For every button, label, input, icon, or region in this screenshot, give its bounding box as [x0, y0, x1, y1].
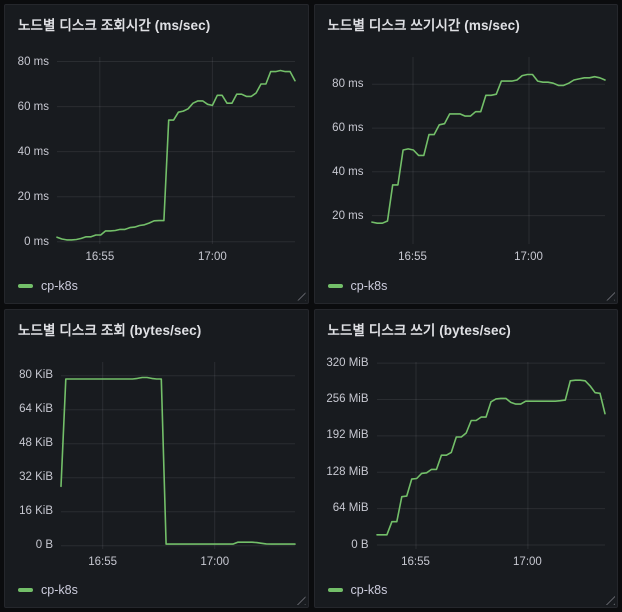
- legend-item-cp-k8s[interactable]: cp-k8s: [18, 583, 78, 597]
- y-axis-tick-label: 16 KiB: [19, 505, 53, 518]
- plot-canvas: [56, 57, 296, 244]
- series-line-cp-k8s[interactable]: [56, 69, 296, 241]
- legend: cp-k8s: [327, 278, 388, 293]
- y-axis-tick-label: 64 KiB: [19, 403, 53, 416]
- panel-title[interactable]: 노드별 디스크 쓰기 (bytes/sec): [327, 322, 511, 338]
- y-axis-tick-label: 192 MiB: [326, 429, 369, 442]
- panel-resize-handle-icon[interactable]: [295, 595, 306, 605]
- series-line-marker-icon: [327, 588, 343, 592]
- legend-label: cp-k8s: [350, 278, 388, 293]
- x-axis-tick-label: 17:00: [200, 555, 230, 568]
- series-line-marker-icon: [327, 283, 343, 288]
- y-axis-tick-label: 40 ms: [332, 165, 364, 178]
- y-axis-tick-label: 32 KiB: [19, 471, 53, 484]
- y-axis-tick-label: 60 ms: [17, 100, 49, 113]
- panel-disk-read-bytes: 노드별 디스크 조회 (bytes/sec) 80 KiB 64 KiB 48 Ki…: [4, 308, 309, 608]
- panel-disk-write-time: 노드별 디스크 쓰기시간 (ms/sec) 80 ms 60 ms 40 ms 20 …: [313, 4, 618, 304]
- y-axis-tick-label: 256 MiB: [326, 393, 369, 405]
- y-axis-tick-label: 20 ms: [17, 190, 49, 203]
- chart-area: 80 ms 60 ms 40 ms 20 ms 0 ms 16:55 17:00: [5, 5, 308, 303]
- panel-resize-handle-icon[interactable]: [605, 595, 615, 605]
- y-axis-tick-label: 80 ms: [17, 55, 49, 68]
- legend-item-cp-k8s[interactable]: cp-k8s: [327, 278, 388, 293]
- chart-area: 320 MiB 256 MiB 192 MiB 128 MiB 64 MiB 0 B 16:…: [315, 310, 618, 608]
- legend: cp-k8s: [327, 583, 388, 597]
- y-axis-tick-label: 48 KiB: [19, 437, 53, 450]
- plot-canvas: [375, 361, 606, 549]
- legend: cp-k8s: [18, 279, 78, 293]
- legend-item-cp-k8s[interactable]: cp-k8s: [18, 279, 78, 293]
- y-axis-tick-label: 80 KiB: [19, 369, 53, 382]
- y-axis-tick-label: 0 B: [35, 539, 53, 552]
- x-axis-tick-label: 17:00: [198, 251, 227, 263]
- series-line-marker-icon: [18, 588, 33, 592]
- panel-title[interactable]: 노드별 디스크 조회시간 (ms/sec): [18, 18, 211, 33]
- legend-label: cp-k8s: [41, 278, 78, 293]
- panel-disk-write-bytes: 노드별 디스크 쓰기 (bytes/sec) 320 MiB 256 MiB 192…: [313, 308, 618, 608]
- y-axis-tick-label: 80 ms: [332, 78, 364, 91]
- y-axis-tick-label: 128 MiB: [326, 465, 369, 478]
- plot-canvas: [60, 361, 296, 549]
- plot-canvas: [370, 57, 606, 244]
- legend: cp-k8s: [18, 583, 78, 597]
- x-axis-tick-label: 16:55: [398, 251, 427, 263]
- chart-area: 80 ms 60 ms 40 ms 20 ms 16:55 17:00: [315, 5, 618, 303]
- y-axis-tick-label: 320 MiB: [326, 356, 369, 369]
- y-axis-tick-label: 40 ms: [17, 145, 49, 158]
- series-line-cp-k8s[interactable]: [60, 376, 296, 545]
- y-axis-tick-label: 60 ms: [332, 122, 364, 135]
- y-axis-tick-label: 20 ms: [332, 209, 364, 222]
- legend-item-cp-k8s[interactable]: cp-k8s: [327, 583, 388, 597]
- y-axis-tick-label: 0 ms: [24, 235, 49, 248]
- panel-resize-handle-icon[interactable]: [605, 290, 615, 301]
- legend-label: cp-k8s: [41, 583, 78, 597]
- panel-resize-handle-icon[interactable]: [295, 290, 306, 301]
- legend-label: cp-k8s: [350, 583, 388, 597]
- x-axis-tick-label: 16:55: [88, 555, 118, 568]
- series-line-marker-icon: [18, 283, 33, 288]
- y-axis-tick-label: 0 B: [351, 538, 369, 551]
- panel-title[interactable]: 노드별 디스크 쓰기시간 (ms/sec): [327, 18, 520, 33]
- chart-area: 80 KiB 64 KiB 48 KiB 32 KiB 16 KiB 0 B 16:55 17…: [5, 310, 308, 608]
- panel-disk-read-time: 노드별 디스크 조회시간 (ms/sec) 80 ms 60 ms 40 ms 20 …: [4, 4, 309, 304]
- x-axis-tick-label: 16:55: [401, 555, 430, 568]
- y-axis-tick-label: 64 MiB: [332, 502, 369, 515]
- series-line-cp-k8s[interactable]: [370, 73, 606, 224]
- x-axis-tick-label: 17:00: [513, 555, 542, 568]
- x-axis-tick-label: 17:00: [514, 251, 543, 263]
- x-axis-tick-label: 16:55: [85, 251, 115, 263]
- panel-title[interactable]: 노드별 디스크 조회 (bytes/sec): [18, 322, 202, 338]
- series-line-cp-k8s[interactable]: [375, 378, 606, 536]
